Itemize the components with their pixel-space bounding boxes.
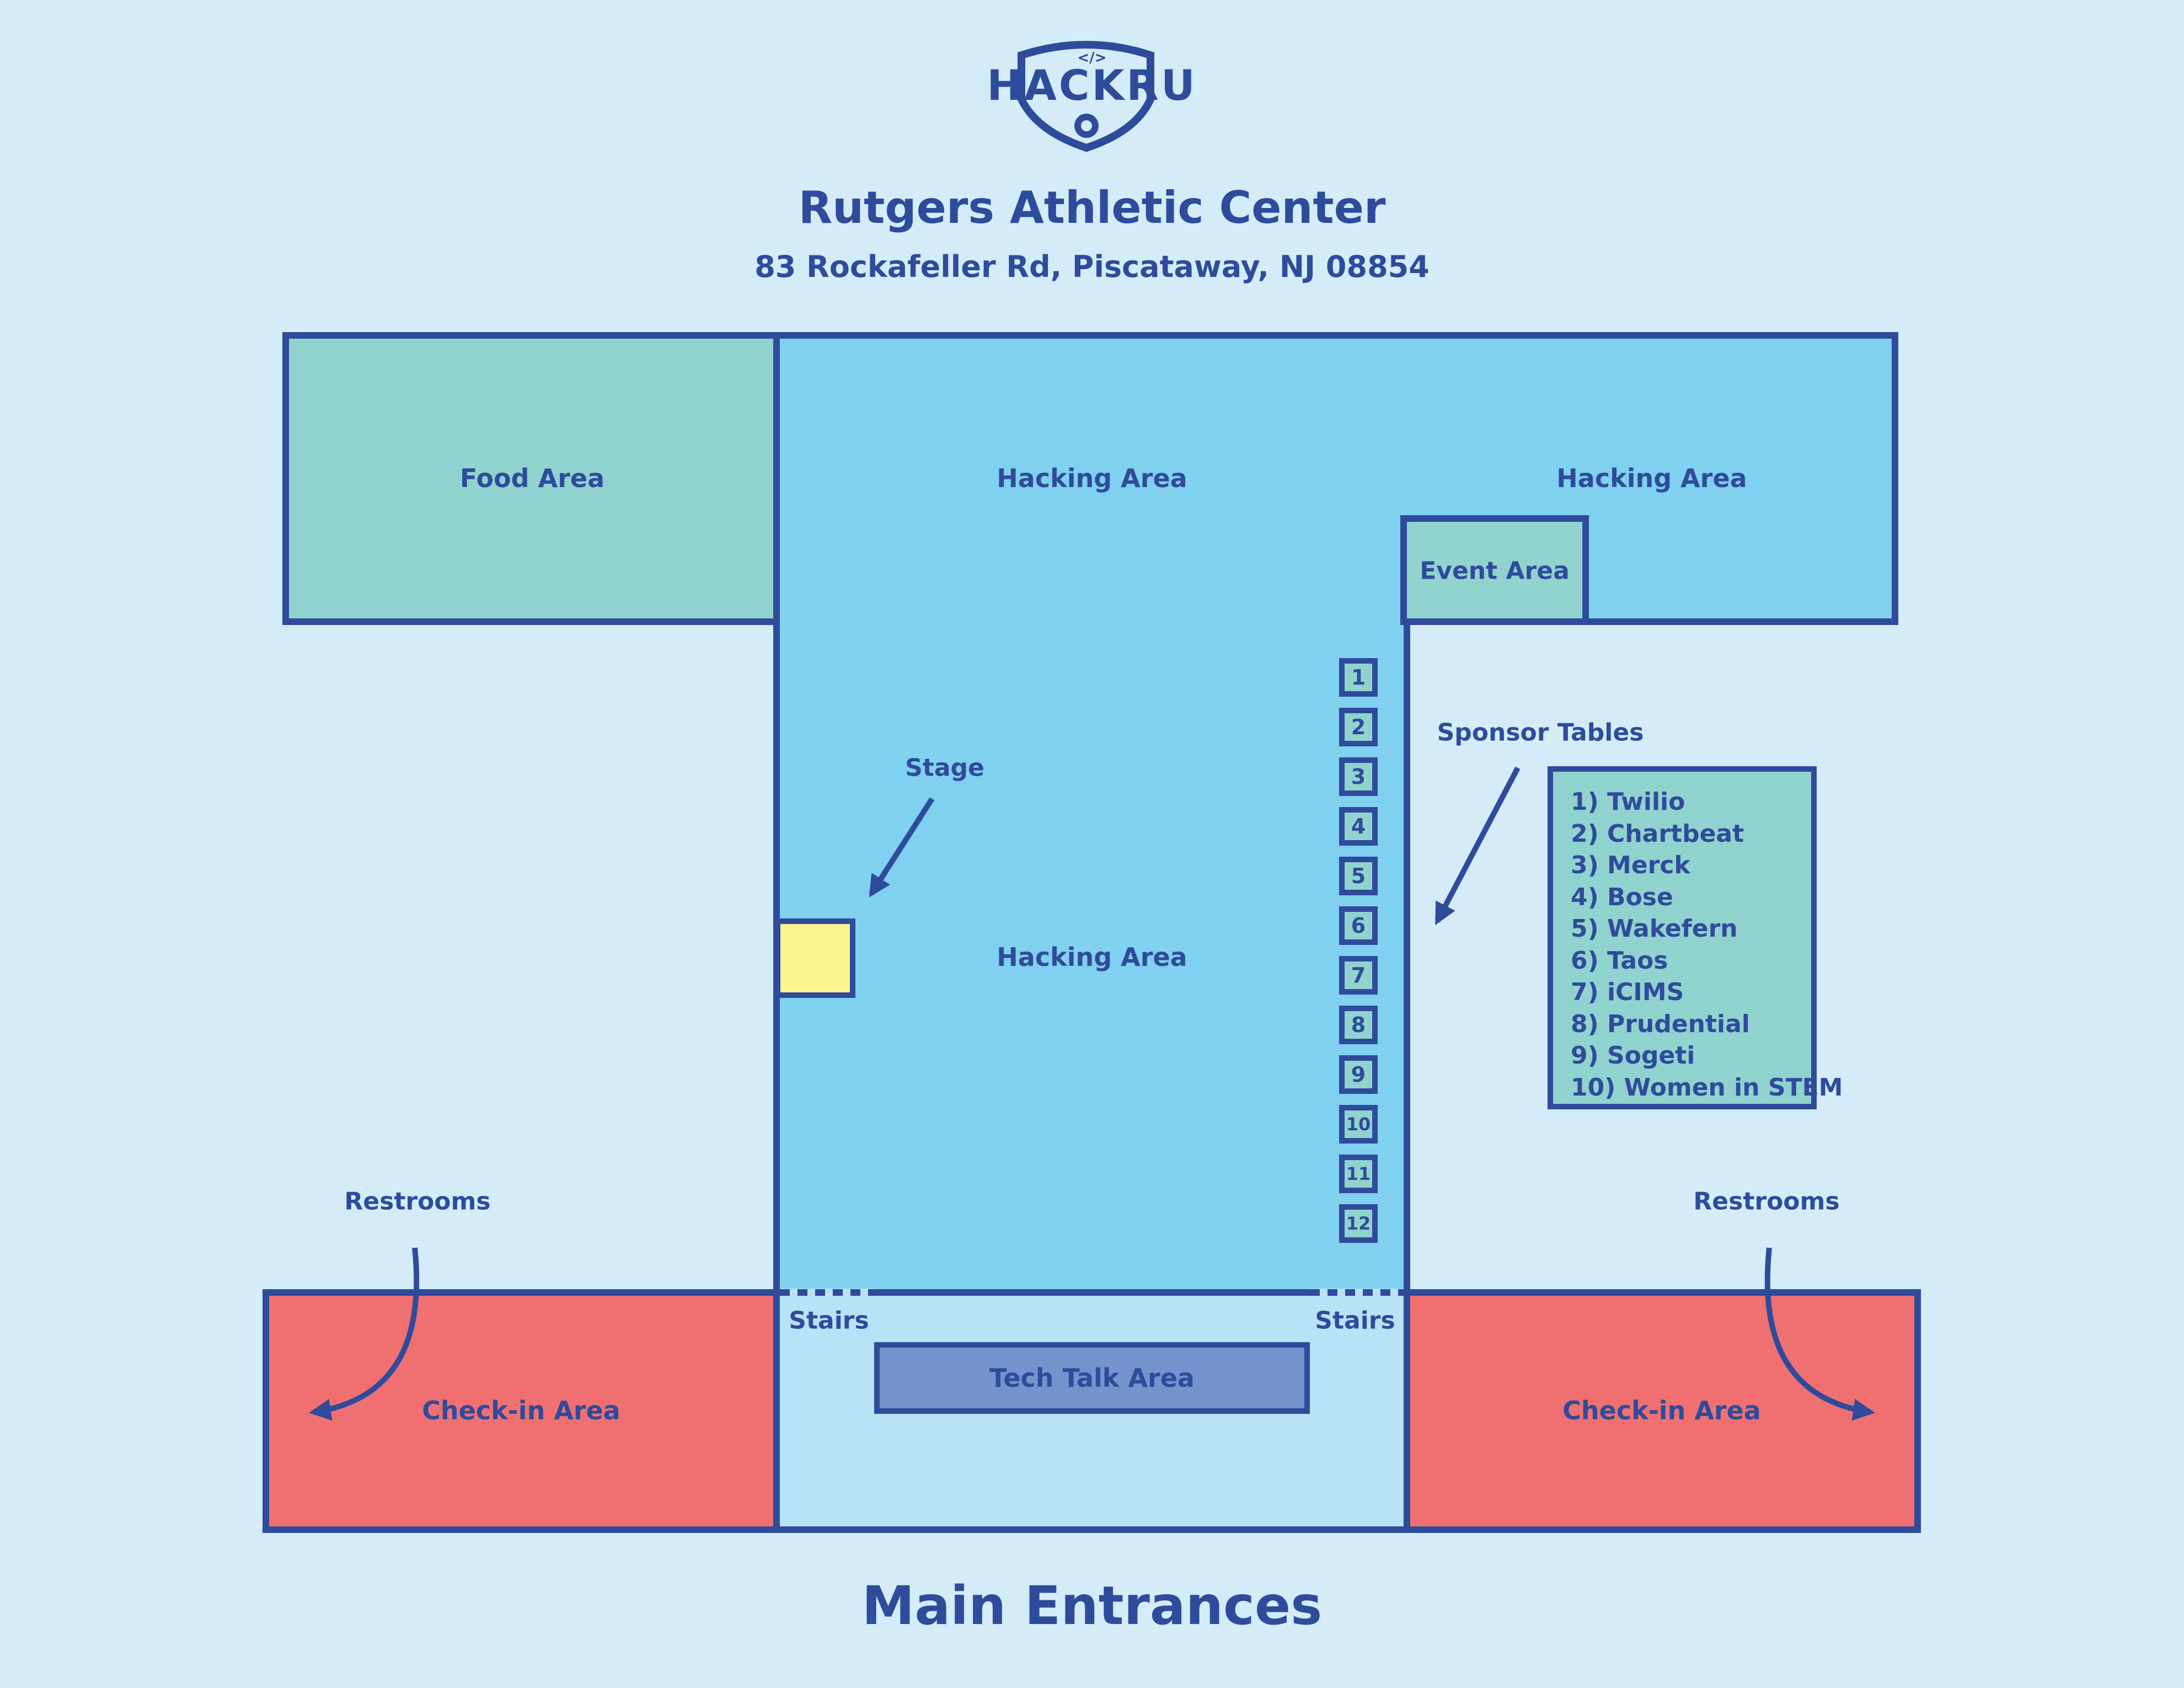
sponsor-list-item: 9) Sogeti xyxy=(1571,1041,1695,1070)
event-area xyxy=(1400,515,1589,625)
event-area-label: Event Area xyxy=(1420,557,1570,585)
sponsor-tables-label: Sponsor Tables xyxy=(1437,718,1644,747)
checkin-label-right: Check-in Area xyxy=(1562,1396,1761,1425)
sponsor-table: 11 xyxy=(1339,1155,1378,1193)
tech-talk-label: Tech Talk Area xyxy=(989,1363,1195,1393)
page-title: Rutgers Athletic Center xyxy=(798,182,1386,233)
sponsor-table: 12 xyxy=(1339,1204,1378,1243)
hacking-area-label-top: Hacking Area xyxy=(997,463,1187,493)
sponsor-list-item: 10) Women in STEM xyxy=(1571,1073,1843,1102)
sponsor-table: 3 xyxy=(1339,757,1378,796)
restrooms-arrow-left xyxy=(309,1247,420,1421)
hacking-area-label-right: Hacking Area xyxy=(1556,463,1747,493)
sponsor-list-item: 4) Bose xyxy=(1571,883,1673,911)
restrooms-label-left: Restrooms xyxy=(344,1187,491,1216)
checkin-area-left xyxy=(263,1289,780,1533)
sponsor-table: 10 xyxy=(1339,1105,1378,1144)
stage-label: Stage xyxy=(905,754,984,782)
stairs-label-right: Stairs xyxy=(1315,1306,1395,1335)
address: 83 Rockafeller Rd, Piscataway, NJ 08854 xyxy=(754,249,1430,284)
sponsor-list: 1) Twilio 2) Chartbeat 3) Merck 4) Bose … xyxy=(1548,766,1843,1109)
logo-text: HACKRU xyxy=(987,61,1197,110)
sponsor-list-item: 8) Prudential xyxy=(1571,1009,1750,1038)
sponsor-table: 7 xyxy=(1339,956,1378,995)
stage-arrow xyxy=(869,797,935,898)
hackru-logo xyxy=(1018,41,1154,152)
checkin-area-right xyxy=(1404,1289,1921,1533)
code-icon: </> xyxy=(1077,50,1107,66)
tech-talk-area xyxy=(874,1342,1310,1414)
sponsor-table: 2 xyxy=(1339,708,1378,746)
restrooms-arrow-right xyxy=(1764,1247,1875,1421)
sponsor-list-item: 3) Merck xyxy=(1571,851,1690,879)
sponsor-list-item: 7) iCIMS xyxy=(1571,978,1684,1006)
hacking-area-label-main: Hacking Area xyxy=(997,942,1187,972)
sponsor-list-item: 5) Wakefern xyxy=(1571,915,1738,943)
sponsor-table: 8 xyxy=(1339,1006,1378,1044)
restrooms-label-right: Restrooms xyxy=(1693,1187,1840,1216)
stage xyxy=(775,918,855,998)
sponsor-arrow xyxy=(1434,766,1521,926)
sponsor-table: 4 xyxy=(1339,807,1378,846)
stairs-label-left: Stairs xyxy=(789,1306,869,1335)
main-entrances-label: Main Entrances xyxy=(861,1575,1323,1637)
sponsor-list-item: 2) Chartbeat xyxy=(1571,819,1744,848)
sponsor-table: 9 xyxy=(1339,1055,1378,1094)
sponsor-table: 1 xyxy=(1339,658,1378,697)
sponsor-list-item: 1) Twilio xyxy=(1571,788,1685,816)
sponsor-table: 5 xyxy=(1339,857,1378,895)
sponsor-list-item: 6) Taos xyxy=(1571,946,1668,975)
sponsor-table: 6 xyxy=(1339,906,1378,945)
checkin-label-left: Check-in Area xyxy=(422,1396,620,1425)
food-area-label: Food Area xyxy=(459,463,605,493)
food-area xyxy=(282,332,780,625)
